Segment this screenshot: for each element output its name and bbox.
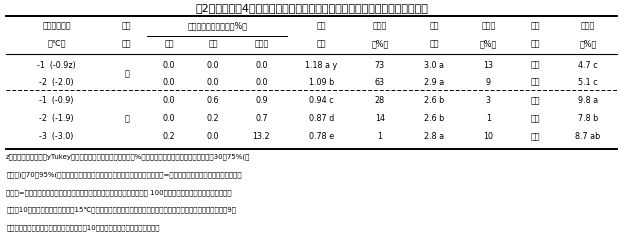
Text: 軽微: 軽微 <box>531 96 541 105</box>
Text: 1.09 b: 1.09 b <box>309 78 334 87</box>
Text: （℃）: （℃） <box>47 39 66 48</box>
Text: 13: 13 <box>484 61 494 70</box>
Text: 程度: 程度 <box>317 39 326 48</box>
Text: 3: 3 <box>486 96 491 105</box>
Text: 0.0: 0.0 <box>255 78 268 87</box>
Text: 0.0: 0.0 <box>162 114 175 123</box>
Text: 10: 10 <box>484 132 494 141</box>
Text: 1.18 a y: 1.18 a y <box>306 61 338 70</box>
Text: 14: 14 <box>375 114 385 123</box>
Text: -1  (-0.9): -1 (-0.9) <box>39 96 74 105</box>
Text: 顕著: 顕著 <box>531 132 541 141</box>
Text: 0.0: 0.0 <box>162 78 175 87</box>
Text: 3.0 a: 3.0 a <box>424 61 444 70</box>
Text: 萌芽: 萌芽 <box>317 21 326 30</box>
Text: なし: なし <box>531 61 541 70</box>
Text: 1: 1 <box>378 132 383 141</box>
Text: 発根率: 発根率 <box>481 21 495 30</box>
Text: 発生した側球の割合（%）: 発生した側球の割合（%） <box>187 21 247 30</box>
Text: -1  (-0.9z): -1 (-0.9z) <box>37 61 76 70</box>
Text: 萌芽率: 萌芽率 <box>373 21 387 30</box>
Text: -2  (-1.9): -2 (-1.9) <box>39 114 74 123</box>
Text: （%）: （%） <box>579 39 596 48</box>
Text: 9: 9 <box>485 78 491 87</box>
Text: 0.7: 0.7 <box>255 114 268 123</box>
Text: 0.9: 0.9 <box>255 96 268 105</box>
Text: 低: 低 <box>125 114 129 123</box>
Text: （%）: （%） <box>371 39 389 48</box>
Text: 発生: 発生 <box>531 39 541 48</box>
Text: 0.87 d: 0.87 d <box>309 114 334 123</box>
Text: 8.7 ab: 8.7 ab <box>575 132 601 141</box>
Text: 貯蔵: 貯蔵 <box>122 21 131 30</box>
Text: 高: 高 <box>125 69 129 78</box>
Text: （%）: （%） <box>480 39 497 48</box>
Text: 発根率=発根程度が４以上の側球の割合。減量率は貯蔵開始時の生体重を 100とした値。収穫後、乾燥したりん茎: 発根率=発根程度が４以上の側球の割合。減量率は貯蔵開始時の生体重を 100とした… <box>6 189 232 196</box>
Text: 0.0: 0.0 <box>162 96 175 105</box>
Text: 軽微: 軽微 <box>531 114 541 123</box>
Text: 間隔: 間隔 <box>531 21 541 30</box>
Text: 0.0: 0.0 <box>207 61 219 70</box>
Text: 凍結: 凍結 <box>164 39 174 48</box>
Text: 9.8 a: 9.8 a <box>578 96 598 105</box>
Text: 0.0: 0.0 <box>207 78 219 87</box>
Text: 0.0: 0.0 <box>255 61 268 70</box>
Text: 設定貯蔵温度: 設定貯蔵温度 <box>42 21 71 30</box>
Text: 2.8 a: 2.8 a <box>424 132 444 141</box>
Text: 2.6 b: 2.6 b <box>424 96 444 105</box>
Text: 28: 28 <box>374 96 385 105</box>
Text: 73: 73 <box>374 61 385 70</box>
Text: 湿度区)、70～95%(高湿度区）。萌芽程度、発根程度（図１参照）。萌芽率=萌芽程度が１より大きい側球の割合。: 湿度区)、70～95%(高湿度区）。萌芽程度、発根程度（図１参照）。萌芽率=萌芽… <box>6 171 242 178</box>
Text: 2.6 b: 2.6 b <box>424 114 444 123</box>
Text: 63: 63 <box>375 78 385 87</box>
Text: 発根: 発根 <box>429 21 439 30</box>
Text: 0.0: 0.0 <box>162 61 175 70</box>
Text: 程度: 程度 <box>429 39 439 48</box>
Text: なし: なし <box>531 78 541 87</box>
Text: 表2　貯蔵終了4週間後のニンニクの品質に及ぼす貯蔵温度および湿度の影響: 表2 貯蔵終了4週間後のニンニクの品質に及ぼす貯蔵温度および湿度の影響 <box>195 3 428 14</box>
Text: 0.94 c: 0.94 c <box>309 96 334 105</box>
Text: 5.1 c: 5.1 c <box>578 78 598 87</box>
Text: 0.78 e: 0.78 e <box>309 132 334 141</box>
Text: 0.6: 0.6 <box>207 96 219 105</box>
Text: 変色: 変色 <box>208 39 218 48</box>
Text: 0.2: 0.2 <box>162 132 175 141</box>
Text: 0.0: 0.0 <box>207 132 219 141</box>
Text: 2.9 a: 2.9 a <box>424 78 444 87</box>
Text: 0.2: 0.2 <box>207 114 219 123</box>
Text: を２～10か月間貯蔵し、出庫後、15℃で４週間保管後に調査した（減量率は貯蔵終了時に調査）。間隔発生は9か: を２～10か月間貯蔵し、出庫後、15℃で４週間保管後に調査した（減量率は貯蔵終了… <box>6 207 236 213</box>
Text: 4.7 c: 4.7 c <box>578 61 598 70</box>
Text: z貯蔵中の平均温度。yTukeyの検定で異なる文字間に危険率１%で有意差あり。貯蔵中の相対湿度は、30～75%(低: z貯蔵中の平均温度。yTukeyの検定で異なる文字間に危険率１%で有意差あり。貯… <box>6 154 250 160</box>
Text: 7.8 b: 7.8 b <box>578 114 598 123</box>
Text: 湿度: 湿度 <box>122 39 131 48</box>
Text: -3  (-3.0): -3 (-3.0) <box>39 132 74 141</box>
Text: 1: 1 <box>486 114 491 123</box>
Text: -2  (-2.0): -2 (-2.0) <box>39 78 74 87</box>
Text: くぼみ: くぼみ <box>254 39 268 48</box>
Text: 月貯蔵りん茎の調査結果。他の項目は２～10か月貯蔵りん茎の調査値の平均。: 月貯蔵りん茎の調査結果。他の項目は２～10か月貯蔵りん茎の調査値の平均。 <box>6 224 160 231</box>
Text: 減量率: 減量率 <box>581 21 595 30</box>
Text: 13.2: 13.2 <box>252 132 270 141</box>
